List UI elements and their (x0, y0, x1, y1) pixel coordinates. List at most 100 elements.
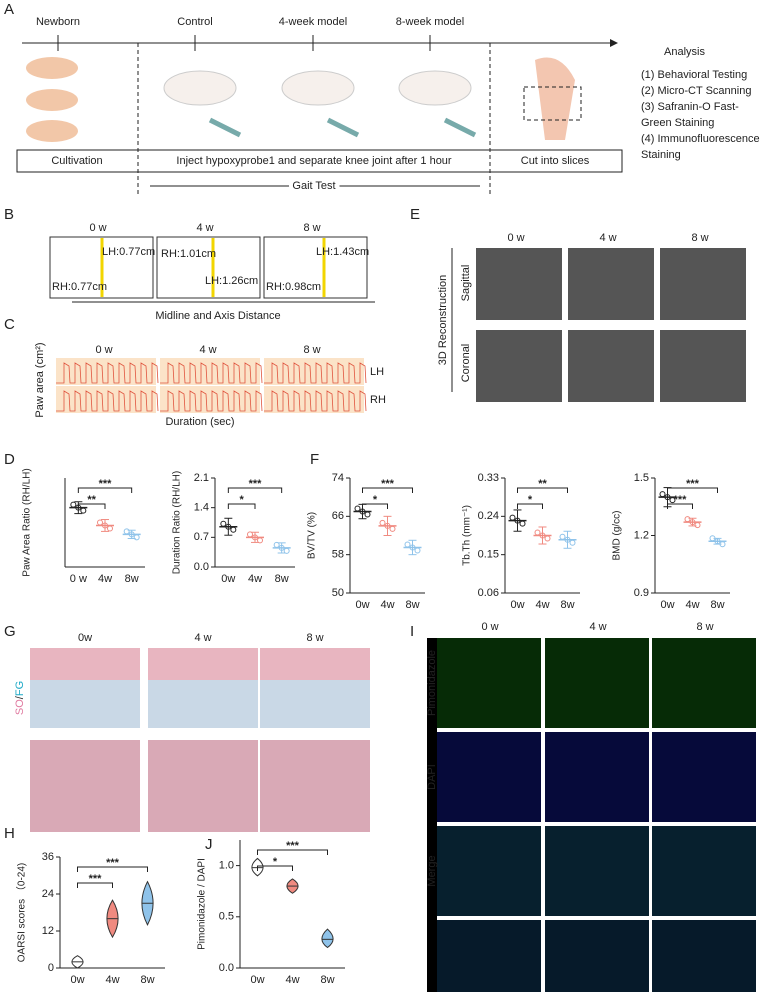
x-axis-label: Duration (sec) (165, 416, 234, 428)
time-label: 8 w (691, 232, 708, 244)
dot (384, 522, 391, 529)
step: Cut into slices (521, 155, 590, 167)
y-tick-label: 1.0 (219, 860, 234, 872)
panel-letter: F (310, 451, 319, 468)
dot (128, 531, 135, 538)
y-tick-label: 0.06 (478, 587, 499, 599)
x-tick-label: 0w (660, 599, 674, 611)
fluor (652, 638, 756, 728)
y-tick-label: 2.1 (194, 472, 209, 484)
y-tick-label: 74 (332, 472, 344, 484)
dot (230, 526, 237, 533)
gait-frame (263, 236, 368, 299)
x-tick-label: 4w (285, 974, 299, 986)
violin (321, 928, 334, 949)
dot (133, 534, 140, 541)
time-label: 8 w (303, 222, 320, 234)
dot (569, 539, 576, 546)
crop-box (523, 86, 582, 121)
histology (30, 648, 140, 680)
gait-frame (156, 236, 261, 299)
sig-bracket (227, 487, 283, 493)
dot (404, 541, 411, 548)
y-tick-label: 58 (332, 549, 344, 561)
x-tick-label: 0w (70, 974, 84, 986)
y-axis-label: Paw Area Ratio (RH/LH) (22, 468, 33, 576)
ticks (57, 35, 431, 51)
sig-bracket (362, 487, 413, 493)
x-tick-label: 4w (105, 974, 119, 986)
sig-label: ** (538, 478, 547, 490)
stain: SO (14, 699, 26, 715)
sig-bracket (667, 487, 718, 493)
dot (659, 491, 666, 498)
x-tick-label: 4w (248, 573, 262, 585)
histology (260, 648, 370, 680)
dot (519, 520, 526, 527)
row-label: Coronal (460, 344, 472, 383)
time-label: 0 w (481, 621, 498, 633)
dot (714, 538, 721, 545)
x-tick-label: 0w (221, 573, 235, 585)
panel-e: 0 w 4 w 8 w Sagittal Coronal (460, 232, 746, 402)
panel-letter: E (410, 206, 420, 223)
sig-label: * (373, 494, 378, 506)
ct-image (476, 248, 562, 320)
sig-bracket (362, 503, 388, 509)
trace (264, 390, 367, 412)
fluor (652, 732, 756, 822)
trace-bg (264, 358, 364, 385)
dot (409, 544, 416, 551)
panel-letter: I (410, 623, 414, 640)
panel-i: 0 w 4 w 8 w Pimonidazole DAPI Merge (426, 621, 756, 992)
trace (264, 362, 367, 384)
y-tick-label: 66 (332, 510, 344, 522)
fluor (437, 638, 541, 728)
trace-bg (160, 386, 260, 413)
dot (689, 519, 696, 526)
panel-c: 0 w 4 w 8 w LH RH (56, 344, 386, 413)
time-label: 8 w (306, 632, 323, 644)
dot (107, 525, 113, 532)
y-tick-label: 1.2 (634, 529, 649, 541)
time-label: 8 w (303, 344, 320, 356)
dot (709, 535, 716, 542)
fluor (545, 732, 649, 822)
y-axis-label: Paw area (cm²) (34, 342, 46, 417)
row-label: Merge (426, 855, 438, 886)
fluor (652, 826, 756, 916)
y-tick-label: 0.33 (478, 472, 499, 484)
fluor-bg (427, 638, 437, 992)
dot (534, 529, 541, 536)
sig-label: *** (674, 494, 688, 506)
y-tick-label: 1.5 (634, 472, 649, 484)
dot (539, 532, 546, 539)
analysis-item: Green Staining (641, 117, 714, 129)
trace-bg (56, 386, 156, 413)
sig-label: * (273, 856, 278, 868)
analysis-item: (4) Immunofluorescence (641, 133, 760, 145)
x-tick-label: 0w (355, 599, 369, 611)
trace (160, 362, 263, 384)
dot (389, 525, 396, 532)
sig-bracket (77, 882, 113, 888)
panel-letter: G (4, 623, 16, 640)
dot (123, 528, 130, 535)
row-label: Sagittal (460, 265, 472, 302)
x-tick-label: 4w (380, 599, 394, 611)
ct-image (660, 330, 746, 402)
histology-zoom (260, 740, 370, 832)
dot (719, 541, 726, 548)
dot (102, 522, 108, 529)
y-axis-label: BMD (g/cc) (612, 511, 623, 561)
ct-image (568, 330, 654, 402)
sig-label: *** (89, 873, 103, 885)
fluor (652, 920, 756, 992)
panel-g: 0w 4 w 8 w (30, 632, 370, 832)
dot (247, 531, 253, 538)
stain-label: SO/FG (14, 681, 26, 715)
ct-image (476, 330, 562, 402)
sig-label: * (528, 494, 533, 506)
trace-bg (264, 386, 364, 413)
stain: / (14, 695, 26, 699)
